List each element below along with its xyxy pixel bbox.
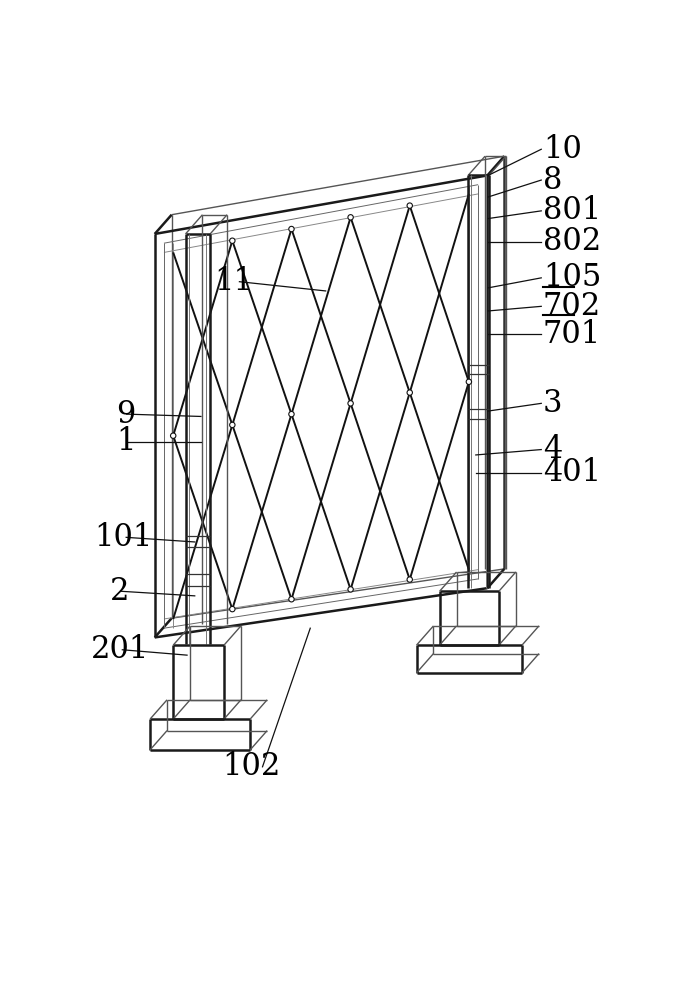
Circle shape [288,597,294,602]
Text: 802: 802 [543,226,601,257]
Text: 102: 102 [222,751,280,782]
Text: 3: 3 [543,388,562,419]
Text: 2: 2 [110,576,130,607]
Circle shape [288,411,294,417]
Text: 701: 701 [543,319,601,350]
Text: 11: 11 [213,266,253,297]
Circle shape [407,577,413,582]
Text: 702: 702 [543,291,601,322]
Circle shape [170,433,176,438]
Text: 201: 201 [91,634,149,665]
Text: 4: 4 [543,434,562,465]
Text: 1: 1 [116,426,136,457]
Circle shape [466,379,471,384]
Text: 8: 8 [543,165,562,196]
Text: 801: 801 [543,195,601,226]
Circle shape [230,606,235,612]
Text: 105: 105 [543,262,601,293]
Circle shape [348,215,353,220]
Circle shape [288,226,294,232]
Text: 9: 9 [116,399,136,430]
Circle shape [407,203,413,208]
Circle shape [348,401,353,406]
Text: 401: 401 [543,457,601,488]
Circle shape [348,587,353,592]
Text: 101: 101 [95,522,153,553]
Circle shape [407,390,413,395]
Circle shape [230,238,235,243]
Text: 10: 10 [543,134,582,165]
Circle shape [230,422,235,428]
